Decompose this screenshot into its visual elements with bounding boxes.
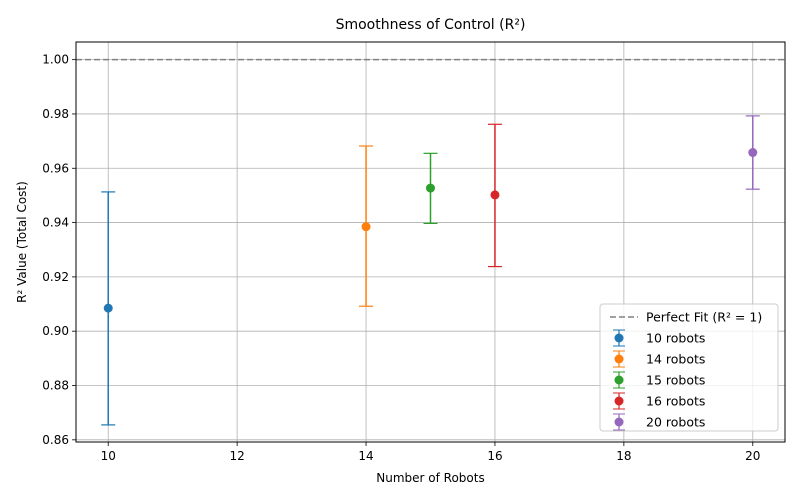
x-tick-label: 18	[616, 449, 631, 463]
y-tick-label: 0.94	[42, 216, 69, 230]
data-point	[748, 148, 758, 158]
series-14-robots	[359, 145, 374, 307]
y-tick-label: 0.92	[42, 270, 69, 284]
series-16-robots	[487, 123, 502, 268]
x-tick-label: 12	[229, 449, 244, 463]
x-axis: 10 12 14 16 18 20	[101, 442, 760, 463]
data-point	[426, 183, 435, 193]
legend-swatch-marker	[614, 396, 624, 406]
y-tick-label: 1.00	[42, 53, 69, 67]
legend-label: 10 robots	[646, 331, 705, 346]
data-point	[361, 222, 371, 232]
legend-label: Perfect Fit (R² = 1)	[646, 310, 762, 325]
legend-swatch-marker	[614, 417, 624, 427]
plot-frame	[75, 41, 786, 443]
y-axis-label: R² Value (Total Cost)	[15, 181, 29, 303]
legend-label: 20 robots	[646, 415, 705, 430]
chart-title: Smoothness of Control (R²)	[336, 17, 526, 33]
data-point	[103, 303, 113, 313]
legend-label: 14 robots	[646, 352, 705, 367]
y-tick-label: 0.90	[42, 324, 69, 338]
legend-swatch-marker	[614, 333, 624, 343]
series-15-robots	[423, 152, 438, 224]
legend-swatch-marker	[614, 375, 624, 385]
y-tick-label: 0.88	[42, 379, 69, 393]
legend-box	[599, 303, 779, 432]
legend-label: 16 robots	[646, 394, 705, 409]
series-20-robots	[745, 115, 760, 190]
x-tick-label: 20	[745, 449, 760, 463]
data-point	[490, 190, 500, 200]
legend-label: 15 robots	[646, 373, 705, 388]
x-axis-label: Number of Robots	[376, 471, 484, 485]
legend-swatch-marker	[614, 354, 624, 364]
x-tick-label: 16	[487, 449, 502, 463]
series-10-robots	[101, 191, 116, 426]
x-tick-label: 14	[358, 449, 373, 463]
legend: Perfect Fit (R² = 1) 10 robots 14 robots 15…	[599, 303, 779, 432]
x-tick-label: 10	[101, 449, 116, 463]
y-axis: 0.86 0.88 0.90 0.92 0.94 0.96 0.98 1.00	[42, 53, 76, 447]
y-tick-label: 0.98	[42, 107, 69, 121]
y-tick-label: 0.86	[42, 433, 69, 447]
series-layer	[101, 115, 760, 426]
y-tick-label: 0.96	[42, 161, 69, 175]
